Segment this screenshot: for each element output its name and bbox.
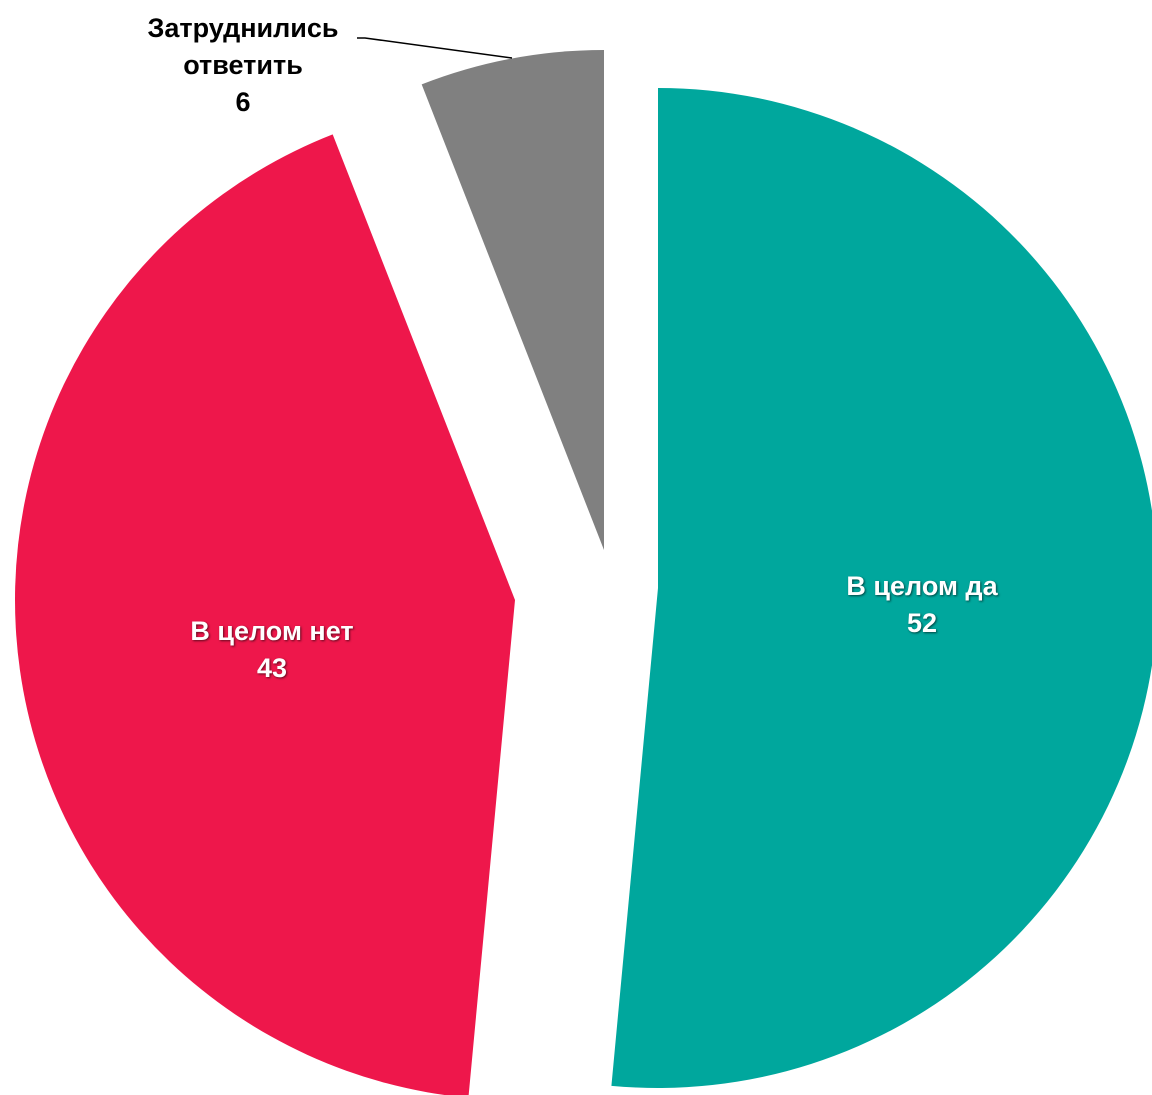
pie-slice — [421, 50, 604, 550]
leader-line — [357, 37, 513, 59]
slice-value: 6 — [235, 87, 251, 117]
pie-slice — [15, 134, 515, 1095]
slice-label: В целом нет — [190, 616, 354, 646]
slice-label: Затруднились ответить — [147, 13, 339, 80]
slice-label: В целом да — [846, 571, 998, 601]
slice-value: 52 — [906, 608, 938, 638]
pie-slice — [611, 88, 1152, 1088]
slice-value: 43 — [256, 653, 288, 683]
